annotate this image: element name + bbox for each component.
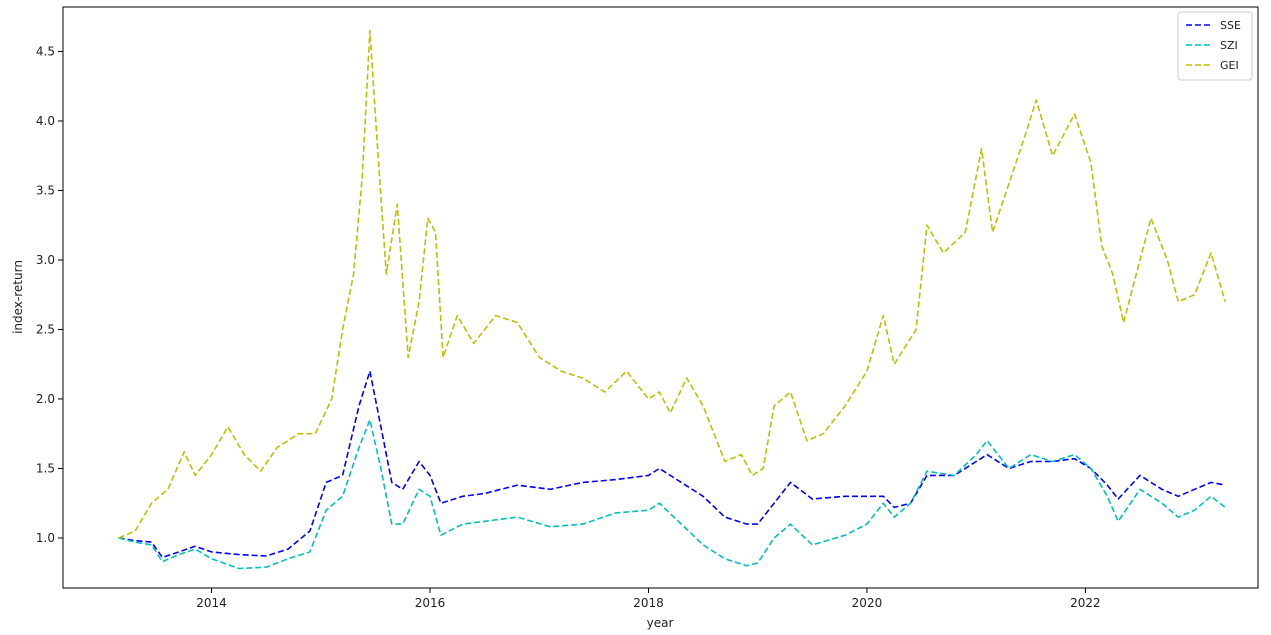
series-line-sse xyxy=(118,370,1226,559)
plot-frame xyxy=(62,6,1259,589)
y-tick-label: 4.0 xyxy=(36,114,55,128)
legend-label-sse: SSE xyxy=(1220,19,1241,32)
y-tick-label: 1.0 xyxy=(36,531,55,545)
y-tick-label: 2.5 xyxy=(36,322,55,336)
y-axis-label: index-return xyxy=(11,260,25,334)
legend: SSE SZI GEI xyxy=(1177,11,1253,81)
legend-label-gei: GEI xyxy=(1220,59,1239,72)
x-tick-label: 2014 xyxy=(196,596,227,610)
y-tick-label: 1.5 xyxy=(36,461,55,475)
series-line-szi xyxy=(118,419,1226,570)
x-tick-label: 2022 xyxy=(1070,596,1101,610)
y-tick-label: 3.0 xyxy=(36,253,55,267)
x-axis: 2014 2016 2018 2020 2022 xyxy=(196,588,1101,610)
y-tick-label: 4.5 xyxy=(36,44,55,58)
y-tick-label: 2.0 xyxy=(36,392,55,406)
x-tick-label: 2018 xyxy=(633,596,664,610)
x-tick-label: 2016 xyxy=(415,596,446,610)
x-axis-label: year xyxy=(647,616,674,630)
y-tick-label: 3.5 xyxy=(36,183,55,197)
y-axis: 1.0 1.5 2.0 2.5 3.0 3.5 4.0 4.5 xyxy=(36,44,63,545)
series-line-gei xyxy=(118,29,1226,539)
legend-box xyxy=(1177,11,1253,81)
series-layer xyxy=(118,29,1226,570)
x-tick-label: 2020 xyxy=(852,596,883,610)
legend-label-szi: SZI xyxy=(1220,39,1238,52)
